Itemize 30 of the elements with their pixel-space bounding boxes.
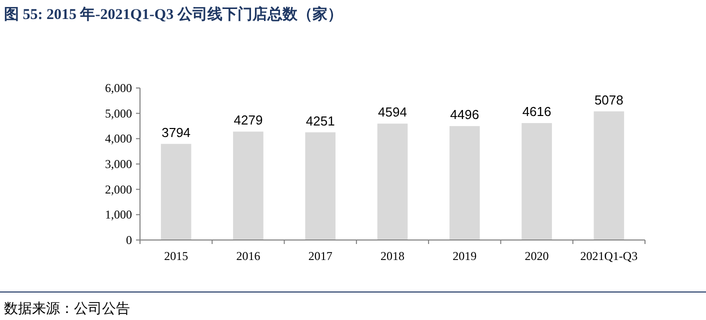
- x-tick-label: 2019: [452, 249, 477, 263]
- bar: [449, 126, 480, 240]
- source-note: 数据来源：公司公告: [4, 301, 130, 317]
- chart-title: 图 55: 2015 年-2021Q1-Q3 公司线下门店总数（家）: [4, 5, 342, 23]
- bar: [305, 132, 336, 240]
- data-label: 4279: [234, 112, 263, 128]
- y-tick-label: 2,000: [105, 182, 132, 196]
- y-tick-label: 1,000: [105, 208, 132, 222]
- x-tick-label: 2017: [308, 249, 332, 263]
- data-label: 4594: [378, 104, 407, 120]
- x-tick-label: 2021Q1-Q3: [580, 249, 638, 263]
- bar: [522, 123, 552, 240]
- bar: [377, 124, 408, 240]
- bar: [594, 111, 624, 240]
- x-tick-label: 2016: [236, 249, 260, 263]
- data-label: 4616: [522, 104, 552, 120]
- y-tick-label: 6,000: [105, 81, 132, 95]
- y-tick-label: 3,000: [105, 157, 132, 171]
- data-label: 4251: [306, 113, 335, 128]
- y-tick-label: 0: [126, 233, 132, 247]
- data-label: 3794: [162, 124, 191, 140]
- y-tick-label: 5,000: [105, 106, 132, 120]
- x-tick-label: 2018: [380, 249, 404, 263]
- data-label: 5078: [594, 92, 624, 108]
- x-tick-label: 2020: [524, 249, 549, 263]
- bar: [160, 144, 192, 240]
- x-tick-label: 2015: [164, 249, 188, 263]
- data-label: 4496: [450, 107, 480, 122]
- y-tick-label: 4,000: [105, 132, 132, 146]
- bar: [233, 132, 264, 240]
